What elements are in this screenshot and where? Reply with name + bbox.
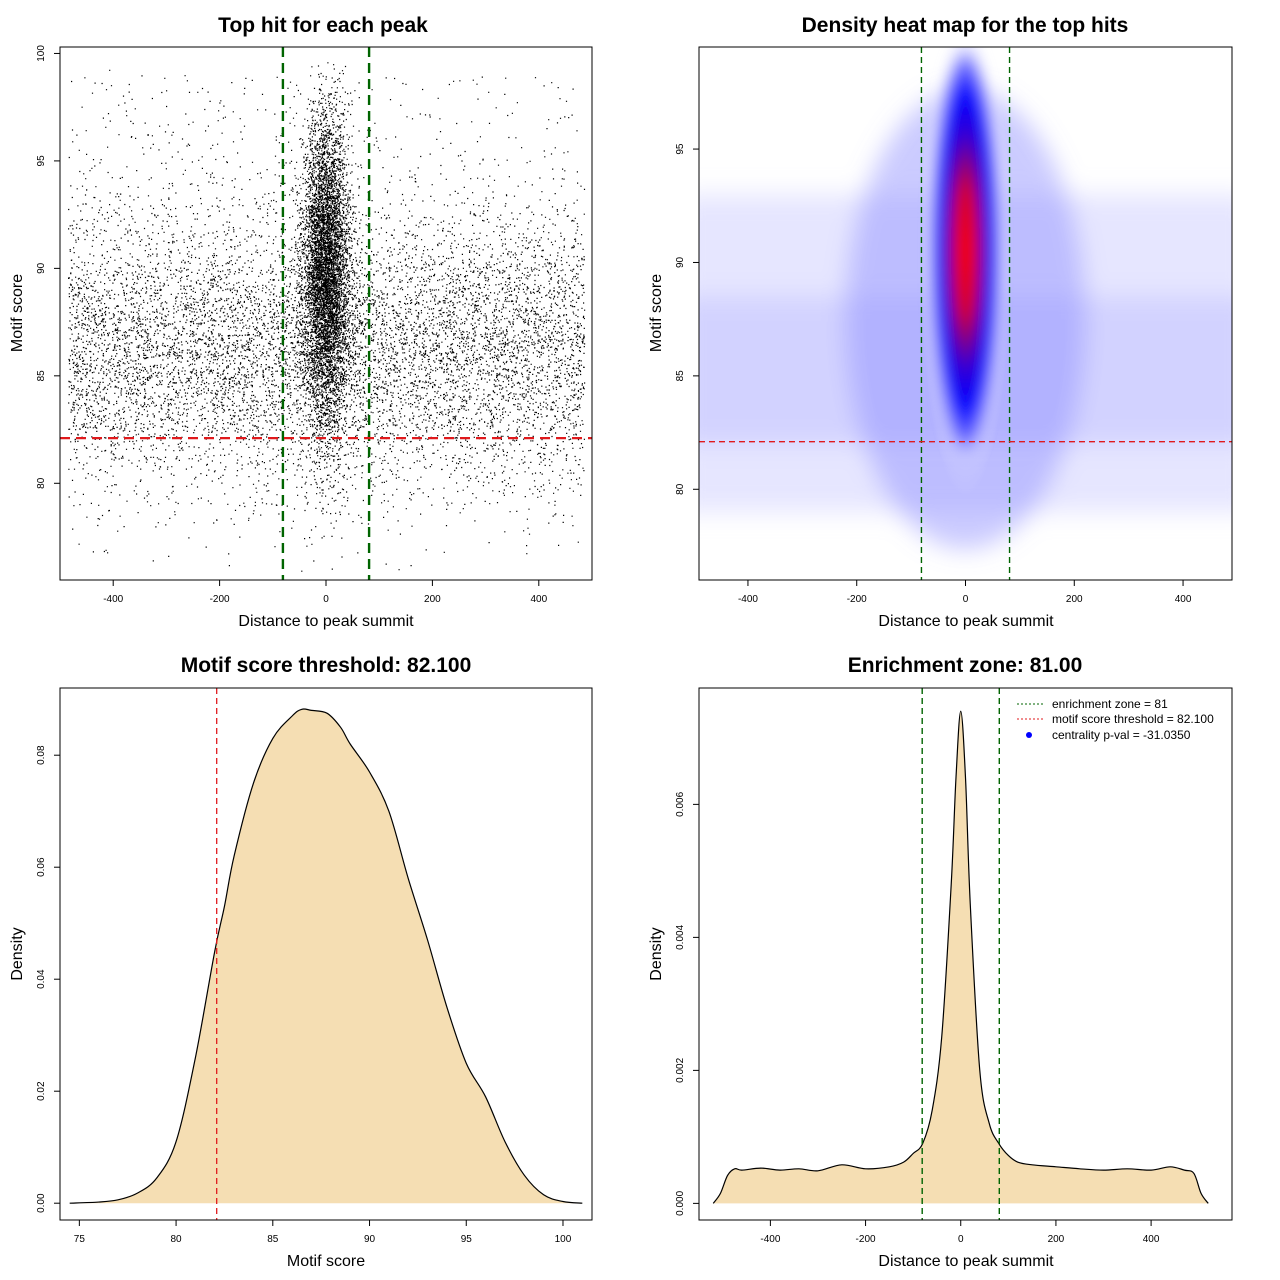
x-tick-label: 80 xyxy=(171,1234,183,1245)
score-density-plot-box xyxy=(59,687,593,1221)
x-tick-label: 400 xyxy=(530,594,547,605)
y-tick-label: 85 xyxy=(36,370,47,382)
score-density-x-label: Motif score xyxy=(287,1253,365,1270)
scatter-points xyxy=(68,62,586,572)
enrichment-plot-box xyxy=(698,687,1233,1221)
score-density-fill xyxy=(69,708,583,1204)
y-tick-label: 85 xyxy=(675,370,686,382)
y-tick-label: 0.04 xyxy=(36,969,47,989)
enrichment-title: Enrichment zone: 81.00 xyxy=(848,654,1083,677)
y-tick-label: 100 xyxy=(36,45,47,62)
x-tick-label: 75 xyxy=(74,1234,86,1245)
y-tick-label: 0.08 xyxy=(36,745,47,765)
x-tick-label: 200 xyxy=(424,594,441,605)
enrichment-panel: Enrichment zone: 81.00 -400 -200 0 200 400 0.… xyxy=(648,654,1233,1270)
heatmap-panel: Density heat map for the top hits -400 -2… xyxy=(648,14,1233,630)
y-tick-label: 0.004 xyxy=(675,924,686,949)
y-tick-label: 0.002 xyxy=(675,1057,686,1082)
scatter-title: Top hit for each peak xyxy=(218,14,428,37)
x-tick-label: 200 xyxy=(1048,1234,1065,1245)
heatmap-core xyxy=(931,47,1000,467)
scatter-x-label: Distance to peak summit xyxy=(238,613,414,630)
y-tick-label: 80 xyxy=(36,477,47,489)
y-tick-label: 90 xyxy=(36,262,47,274)
x-tick-label: 0 xyxy=(323,594,329,605)
score-density-curve xyxy=(69,708,583,1204)
x-tick-label: 0 xyxy=(963,594,969,605)
legend-threshold-label: motif score threshold = 82.100 xyxy=(1052,712,1214,726)
x-tick-label: -400 xyxy=(103,594,123,605)
x-tick-label: 200 xyxy=(1066,594,1083,605)
x-tick-label: 0 xyxy=(958,1234,964,1245)
heatmap-density xyxy=(699,47,1232,550)
x-tick-label: -400 xyxy=(738,594,758,605)
scatter-y-label: Motif score xyxy=(9,274,26,352)
y-tick-label: 95 xyxy=(675,143,686,155)
legend-pval-swatch xyxy=(1026,732,1032,738)
x-tick-label: -200 xyxy=(210,594,230,605)
scatter-point-cloud xyxy=(68,62,586,572)
x-tick-label: 85 xyxy=(267,1234,279,1245)
y-tick-label: 90 xyxy=(675,256,686,268)
score-density-y-label: Density xyxy=(9,927,26,980)
x-tick-label: 100 xyxy=(555,1234,572,1245)
x-tick-label: -200 xyxy=(847,594,867,605)
x-tick-label: 400 xyxy=(1143,1234,1160,1245)
x-tick-label: 400 xyxy=(1175,594,1192,605)
y-tick-label: 0.02 xyxy=(36,1081,47,1101)
heatmap-x-label: Distance to peak summit xyxy=(878,613,1054,630)
x-tick-label: 90 xyxy=(364,1234,376,1245)
y-tick-label: 0.000 xyxy=(675,1190,686,1215)
y-tick-label: 95 xyxy=(36,155,47,167)
legend-enrichment-label: enrichment zone = 81 xyxy=(1052,697,1168,711)
enrichment-x-label: Distance to peak summit xyxy=(878,1253,1054,1270)
y-tick-label: 0.00 xyxy=(36,1193,47,1213)
y-tick-label: 80 xyxy=(675,483,686,495)
enrichment-density-curve xyxy=(712,710,1209,1204)
enrichment-density-fill xyxy=(713,711,1209,1204)
legend-pval-label: centrality p-val = -31.0350 xyxy=(1052,728,1191,742)
y-tick-label: 0.06 xyxy=(36,857,47,877)
enrichment-y-label: Density xyxy=(648,927,665,980)
y-tick-label: 0.006 xyxy=(675,791,686,816)
enrichment-legend: enrichment zone = 81 motif score thresho… xyxy=(1017,697,1214,742)
heatmap-title: Density heat map for the top hits xyxy=(802,14,1129,37)
score-density-title: Motif score threshold: 82.100 xyxy=(181,654,472,677)
x-tick-label: -400 xyxy=(760,1234,780,1245)
x-tick-label: -200 xyxy=(856,1234,876,1245)
heatmap-y-label: Motif score xyxy=(648,274,665,352)
x-tick-label: 95 xyxy=(461,1234,473,1245)
score-density-panel: Motif score threshold: 82.100 75 80 85 90 95… xyxy=(9,654,593,1270)
scatter-panel: Top hit for each peak -400 -200 0 200 400 80 8… xyxy=(9,14,593,630)
